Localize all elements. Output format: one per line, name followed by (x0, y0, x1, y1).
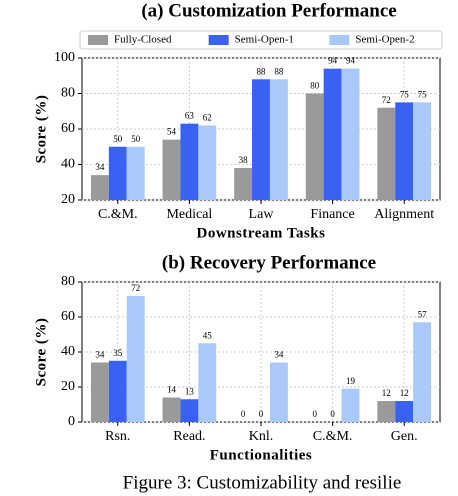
value-label: 57 (418, 309, 428, 319)
bar (162, 397, 181, 422)
y-tick-label: 100 (54, 50, 75, 65)
bar (234, 168, 253, 200)
y-tick-label: 0 (68, 414, 75, 429)
y-tick-label: 80 (61, 86, 75, 101)
value-label: 88 (274, 66, 284, 76)
y-tick-label: 80 (61, 274, 75, 289)
value-label: 35 (113, 348, 123, 358)
value-label: 72 (131, 283, 140, 293)
chart-title: (b) Recovery Performance (162, 252, 376, 273)
x-tick-label: Gen. (391, 429, 418, 444)
legend-label: Semi-Open-1 (235, 34, 294, 46)
x-tick-label: Rsn. (105, 429, 130, 444)
value-label: 0 (312, 409, 317, 419)
bar (413, 102, 432, 200)
y-tick-label: 40 (61, 157, 75, 172)
bar (180, 399, 199, 422)
bar (305, 93, 324, 200)
bar (126, 146, 145, 200)
value-label: 12 (400, 388, 409, 398)
bar (198, 125, 217, 200)
bar (395, 102, 414, 200)
x-tick-label: C.&M. (313, 429, 353, 444)
value-label: 19 (346, 376, 356, 386)
value-label: 88 (257, 66, 267, 76)
bar (377, 401, 396, 422)
bar (269, 79, 288, 200)
bar (90, 175, 109, 200)
value-label: 14 (167, 385, 177, 395)
legend-swatch (208, 35, 229, 45)
bar (395, 401, 414, 422)
value-label: 12 (382, 388, 391, 398)
bar (341, 388, 360, 422)
value-label: 34 (274, 350, 284, 360)
value-label: 75 (418, 89, 428, 99)
bar (198, 343, 217, 422)
value-label: 38 (239, 155, 249, 165)
value-label: 0 (241, 409, 246, 419)
x-tick-label: C.&M. (98, 207, 138, 222)
legend-box (79, 30, 443, 50)
y-tick-label: 60 (61, 121, 75, 136)
y-axis-label: Score (%) (33, 95, 49, 164)
value-label: 50 (113, 134, 123, 144)
value-label: 75 (400, 89, 410, 99)
legend-swatch (88, 35, 108, 45)
x-tick-label: Law (249, 207, 275, 222)
bar (413, 322, 432, 422)
bar (377, 107, 396, 200)
bar (323, 68, 342, 201)
bar (108, 360, 127, 422)
value-label: 34 (95, 162, 105, 172)
y-tick-label: 20 (61, 379, 75, 394)
value-label: 34 (95, 350, 105, 360)
y-tick-label: 40 (61, 344, 75, 359)
x-tick-label: Finance (310, 207, 354, 222)
value-label: 94 (346, 56, 356, 66)
value-label: 54 (167, 127, 177, 137)
x-tick-label: Alignment (374, 207, 434, 222)
bar (162, 139, 181, 200)
value-label: 0 (259, 409, 264, 419)
value-label: 62 (203, 113, 212, 123)
value-label: 63 (185, 111, 195, 121)
chart-title: (a) Customization Performance (141, 0, 396, 21)
y-tick-label: 20 (61, 192, 75, 207)
legend-label: Semi-Open-2 (355, 34, 414, 46)
x-axis-label: Downstream Tasks (196, 225, 325, 241)
y-axis-label: Score (%) (33, 318, 49, 387)
bar (341, 68, 360, 201)
caption: Figure 3: Customizability and resilie (123, 472, 402, 493)
value-label: 72 (382, 95, 391, 105)
value-label: 0 (330, 409, 335, 419)
y-tick-label: 60 (61, 309, 75, 324)
value-label: 94 (328, 56, 338, 66)
legend-swatch (329, 35, 350, 45)
bar (269, 362, 288, 422)
x-tick-label: Read. (173, 429, 205, 444)
value-label: 13 (185, 386, 195, 396)
legend-label: Fully-Closed (114, 34, 172, 46)
bar (180, 123, 199, 200)
x-tick-label: Medical (166, 207, 212, 222)
x-tick-label: Knl. (249, 429, 274, 444)
value-label: 45 (203, 330, 213, 340)
x-axis-label: Functionalities (210, 447, 313, 463)
bar (252, 79, 270, 200)
bar (126, 296, 145, 422)
value-label: 50 (131, 134, 141, 144)
bar (90, 362, 109, 422)
bar (108, 146, 127, 200)
value-label: 80 (310, 81, 320, 91)
